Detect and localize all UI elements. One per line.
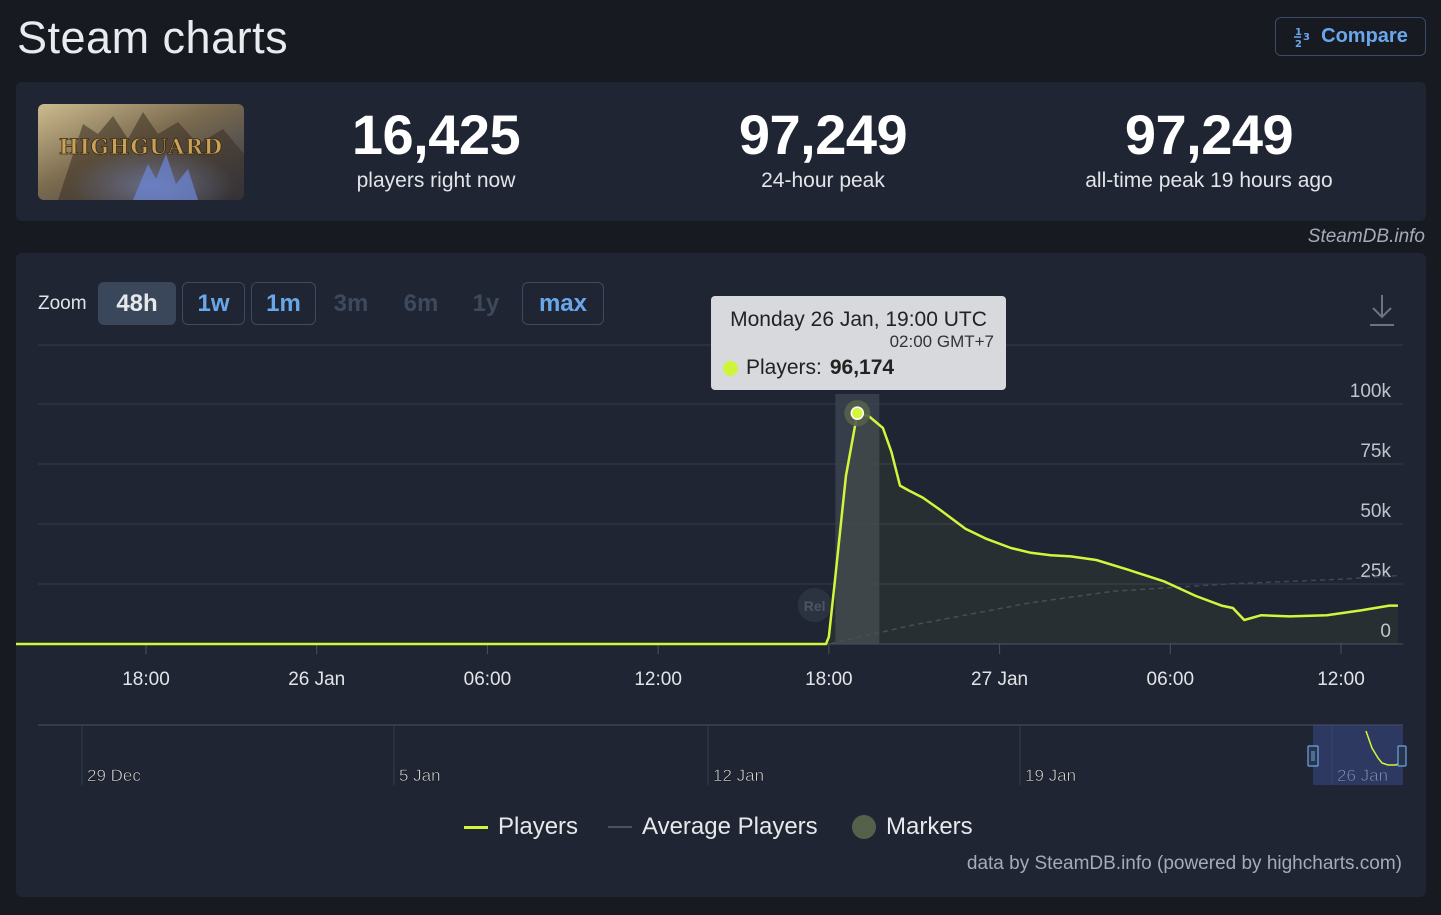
legend-players[interactable]: Players bbox=[464, 813, 578, 841]
legend-players-line bbox=[464, 825, 488, 829]
highlight-point bbox=[850, 406, 865, 420]
y-tick-label: 50k bbox=[1360, 501, 1391, 522]
peak-24h-label: 24-hour peak bbox=[761, 169, 885, 192]
stats-card: HIGHGUARD 16,425 players right now 97,24… bbox=[16, 82, 1426, 221]
x-tick-label: 18:00 bbox=[122, 669, 170, 690]
all-time-peak-label: all-time peak 19 hours ago bbox=[1085, 169, 1333, 192]
legend-markers-label: Markers bbox=[886, 813, 973, 840]
tooltip-value: 96,174 bbox=[829, 356, 895, 379]
compare-button[interactable]: 1 3 2 Compare bbox=[1275, 17, 1426, 56]
x-tick-label: 18:00 bbox=[805, 669, 853, 690]
zoom-max-button[interactable]: max bbox=[522, 282, 604, 325]
legend-average-line bbox=[608, 826, 632, 828]
players-now-value: 16,425 bbox=[351, 103, 521, 166]
stat-24h-peak: 97,249 24-hour peak bbox=[703, 104, 943, 196]
zoom-1w-button[interactable]: 1w bbox=[182, 282, 245, 325]
y-tick-label: 75k bbox=[1360, 441, 1391, 462]
compare-icon: 1 3 2 bbox=[1294, 27, 1310, 49]
stat-all-time-peak: 97,249 all-time peak 19 hours ago bbox=[1059, 104, 1359, 196]
release-marker[interactable] bbox=[797, 588, 832, 622]
zoom-48h-button[interactable]: 48h bbox=[98, 282, 176, 325]
tooltip-local-time: 02:00 GMT+7 bbox=[889, 332, 994, 351]
compare-label: Compare bbox=[1321, 25, 1408, 47]
players-now-label: players right now bbox=[356, 169, 516, 192]
legend-average[interactable]: Average Players bbox=[608, 813, 818, 841]
download-icon[interactable] bbox=[1368, 293, 1396, 327]
x-tick-label: 27 Jan bbox=[971, 669, 1028, 690]
peak-24h-value: 97,249 bbox=[738, 103, 908, 166]
legend-players-label: Players bbox=[498, 813, 579, 840]
tooltip-title: Monday 26 Jan, 19:00 UTC bbox=[730, 308, 987, 331]
steamdb-credit[interactable]: SteamDB.info bbox=[1307, 226, 1425, 247]
navigator-tick-label: 5 Jan bbox=[399, 766, 441, 785]
y-tick-label: 100k bbox=[1350, 381, 1392, 402]
x-tick-label: 26 Jan bbox=[288, 669, 345, 690]
legend-markers-dot bbox=[852, 815, 876, 839]
x-tick-label: 12:00 bbox=[1317, 669, 1365, 690]
chart-legend: Players Average Players Markers bbox=[16, 813, 1426, 849]
zoom-1y-button: 1y bbox=[472, 289, 500, 317]
zoom-6m-button: 6m bbox=[403, 289, 439, 317]
navigator-left-handle[interactable] bbox=[1307, 745, 1319, 767]
svg-text:1: 1 bbox=[1295, 27, 1302, 38]
zoom-1m-button[interactable]: 1m bbox=[251, 282, 316, 325]
players-area bbox=[16, 413, 1398, 644]
x-tick-label: 06:00 bbox=[464, 669, 512, 690]
svg-text:3: 3 bbox=[1303, 32, 1310, 43]
navigator-tick-label: 29 Dec bbox=[87, 766, 141, 785]
navigator-right-handle[interactable] bbox=[1397, 745, 1407, 767]
navigator-tick-label: 12 Jan bbox=[713, 766, 764, 785]
legend-markers[interactable]: Markers bbox=[852, 813, 973, 841]
tooltip-series-dot bbox=[723, 360, 738, 376]
game-logo-text: HIGHGUARD bbox=[59, 134, 223, 159]
zoom-3m-button: 3m bbox=[333, 289, 369, 317]
average-players-line bbox=[16, 574, 1398, 645]
y-tick-label: 25k bbox=[1360, 561, 1391, 582]
y-tick-label: 0 bbox=[1380, 621, 1391, 642]
game-thumbnail[interactable]: HIGHGUARD bbox=[38, 104, 244, 200]
stat-players-now: 16,425 players right now bbox=[316, 104, 556, 196]
player-chart[interactable]: 0 25k 50k 75k 100k 18:00 26 Jan 06:00 12:00 18:00… bbox=[16, 253, 1426, 813]
all-time-peak-value: 97,249 bbox=[1124, 103, 1294, 166]
tooltip-series-label: Players: bbox=[746, 356, 822, 379]
svg-text:2: 2 bbox=[1295, 39, 1302, 49]
page-title: Steam charts bbox=[17, 12, 289, 63]
navigator-tick-label: 19 Jan bbox=[1025, 766, 1076, 785]
chart-tooltip: Monday 26 Jan, 19:00 UTC 02:00 GMT+7 Pla… bbox=[711, 296, 1006, 390]
chart-card: Zoom 48h 1w 1m 3m 6m 1y max 0 25k 50k 75k 100k 18:0… bbox=[16, 253, 1426, 897]
navigator-selection[interactable] bbox=[1313, 725, 1403, 785]
legend-average-label: Average Players bbox=[642, 813, 818, 840]
navigator-players-line bbox=[1365, 730, 1404, 766]
x-tick-label: 06:00 bbox=[1147, 669, 1195, 690]
data-credit[interactable]: data by SteamDB.info (powered by highcha… bbox=[966, 853, 1402, 874]
release-marker-label: Rel bbox=[804, 598, 826, 614]
x-tick-label: 12:00 bbox=[634, 669, 682, 690]
zoom-label: Zoom bbox=[38, 293, 87, 314]
